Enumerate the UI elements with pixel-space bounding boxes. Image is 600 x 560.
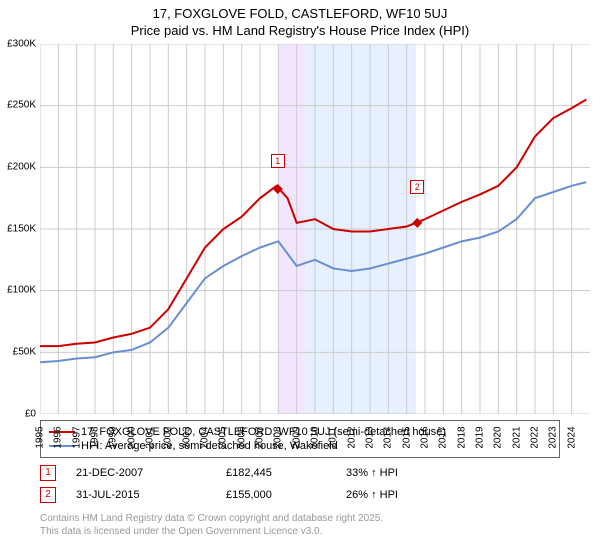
chart-svg xyxy=(40,44,590,414)
chart-area: £0£50K£100K£150K£200K£250K£300K 19951996… xyxy=(40,44,590,414)
sale-row: 1 21-DEC-2007£182,44533% ↑ HPI xyxy=(40,462,560,484)
x-axis-label: 2002 xyxy=(163,426,174,448)
x-axis-label: 2022 xyxy=(530,426,541,448)
x-axis-label: 2007 xyxy=(255,426,266,448)
chart-title: 17, FOXGLOVE FOLD, CASTLEFORD, WF10 5UJ … xyxy=(0,0,600,40)
y-axis-label: £0 xyxy=(25,408,36,419)
x-axis-label: 2023 xyxy=(548,426,559,448)
sale-price: £155,000 xyxy=(226,489,346,501)
sale-date: 21-DEC-2007 xyxy=(76,467,226,479)
title-line1: 17, FOXGLOVE FOLD, CASTLEFORD, WF10 5UJ xyxy=(0,6,600,23)
sale-marker-label: 1 xyxy=(271,154,285,168)
title-line2: Price paid vs. HM Land Registry's House … xyxy=(0,23,600,40)
y-axis-label: £300K xyxy=(7,38,36,49)
footnote-line1: Contains HM Land Registry data © Crown c… xyxy=(40,512,560,525)
x-axis-label: 2018 xyxy=(456,426,467,448)
x-axis-label: 2001 xyxy=(145,426,156,448)
y-axis-label: £150K xyxy=(7,223,36,234)
x-axis-label: 1995 xyxy=(35,426,46,448)
x-axis-label: 2017 xyxy=(438,426,449,448)
x-axis-label: 2009 xyxy=(291,426,302,448)
sale-marker-label: 2 xyxy=(410,180,424,194)
x-axis-label: 2019 xyxy=(475,426,486,448)
x-axis-label: 1997 xyxy=(71,426,82,448)
x-axis-label: 2000 xyxy=(126,426,137,448)
x-axis-label: 2014 xyxy=(383,426,394,448)
y-axis-label: £250K xyxy=(7,100,36,111)
x-axis-label: 1998 xyxy=(90,426,101,448)
sale-hpi: 26% ↑ HPI xyxy=(346,489,466,501)
y-axis-label: £200K xyxy=(7,162,36,173)
y-axis-label: £100K xyxy=(7,285,36,296)
sale-price: £182,445 xyxy=(226,467,346,479)
x-axis-label: 2024 xyxy=(566,426,577,448)
x-axis-label: 2008 xyxy=(273,426,284,448)
sale-date: 31-JUL-2015 xyxy=(76,489,226,501)
x-axis-label: 2012 xyxy=(346,426,357,448)
x-axis-label: 2005 xyxy=(218,426,229,448)
x-axis-label: 2015 xyxy=(401,426,412,448)
x-axis-label: 2016 xyxy=(420,426,431,448)
x-axis-label: 2010 xyxy=(310,426,321,448)
sale-hpi: 33% ↑ HPI xyxy=(346,467,466,479)
x-axis-label: 2021 xyxy=(511,426,522,448)
footnote: Contains HM Land Registry data © Crown c… xyxy=(40,512,560,538)
sales-table: 1 21-DEC-2007£182,44533% ↑ HPI 2 31-JUL-201… xyxy=(40,462,560,506)
sale-marker-icon: 1 xyxy=(40,465,56,481)
x-axis-label: 2013 xyxy=(365,426,376,448)
x-axis-label: 2011 xyxy=(328,427,339,449)
sale-marker-icon: 2 xyxy=(40,487,56,503)
y-axis-label: £50K xyxy=(13,347,36,358)
footnote-line2: This data is licensed under the Open Gov… xyxy=(40,525,560,538)
x-axis-label: 2003 xyxy=(181,426,192,448)
sale-row: 2 31-JUL-2015£155,00026% ↑ HPI xyxy=(40,484,560,506)
x-axis-label: 2006 xyxy=(236,426,247,448)
x-axis-label: 2020 xyxy=(493,426,504,448)
x-axis-label: 1999 xyxy=(108,426,119,448)
x-axis-label: 2004 xyxy=(200,426,211,448)
x-axis-label: 1996 xyxy=(53,426,64,448)
